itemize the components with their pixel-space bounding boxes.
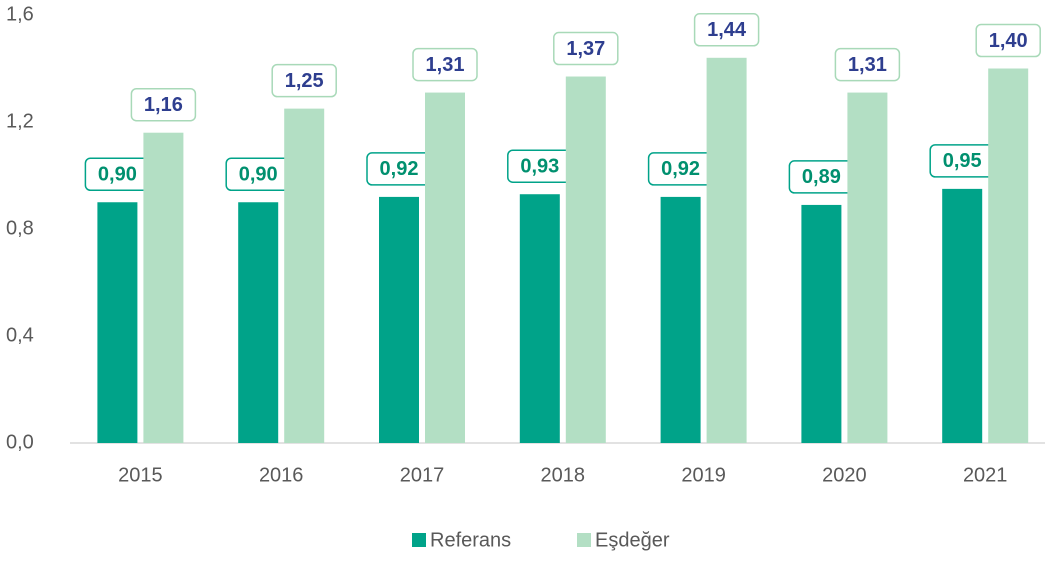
bar (847, 92, 888, 443)
value-label: 1,44 (707, 19, 747, 41)
bar (565, 76, 606, 444)
legend-label: Eşdeğer (595, 529, 670, 551)
value-label: 0,95 (943, 150, 982, 172)
bar (97, 202, 138, 443)
value-label-box (553, 31, 619, 66)
value-label-box (693, 13, 760, 47)
value-label-box (412, 47, 478, 82)
bar (801, 204, 842, 443)
value-label-box (130, 87, 197, 122)
value-label: 1,40 (989, 30, 1028, 52)
bar (519, 194, 560, 443)
value-label-box (975, 23, 1041, 58)
value-label: 0,92 (380, 158, 419, 180)
bar (660, 196, 701, 443)
value-label: 0,90 (239, 164, 278, 186)
x-tick-label: 2020 (822, 464, 867, 486)
x-tick-label: 2016 (259, 464, 304, 486)
value-label: 1,31 (426, 54, 465, 76)
bar (284, 108, 325, 443)
value-label-box (834, 47, 901, 82)
y-tick-label: 0,8 (6, 217, 34, 239)
x-tick-label: 2017 (400, 464, 445, 486)
bar (942, 188, 983, 443)
x-tick-label: 2019 (681, 464, 726, 486)
value-label-box (271, 63, 337, 98)
value-label: 0,92 (661, 158, 700, 180)
value-label: 0,90 (98, 164, 137, 186)
x-tick-label: 2021 (963, 464, 1008, 486)
legend-swatch (412, 533, 426, 547)
bar (143, 132, 184, 443)
value-label: 1,16 (144, 94, 183, 116)
y-tick-label: 0,0 (6, 431, 34, 453)
bar (706, 57, 747, 444)
y-tick-label: 1,6 (6, 3, 34, 25)
bar (988, 68, 1029, 443)
value-label: 0,89 (802, 166, 841, 188)
x-tick-label: 2018 (541, 464, 586, 486)
value-label: 1,31 (848, 54, 887, 76)
bar (379, 196, 419, 443)
bar (238, 202, 279, 443)
y-tick-label: 0,4 (6, 324, 34, 346)
value-label: 0,93 (520, 156, 559, 178)
value-label: 1,37 (566, 38, 605, 60)
legend-label: Referans (430, 529, 511, 551)
value-label: 1,25 (285, 70, 324, 92)
legend-swatch (577, 533, 591, 547)
y-tick-label: 1,2 (6, 110, 34, 132)
x-tick-label: 2015 (118, 464, 163, 486)
bar (425, 92, 465, 443)
